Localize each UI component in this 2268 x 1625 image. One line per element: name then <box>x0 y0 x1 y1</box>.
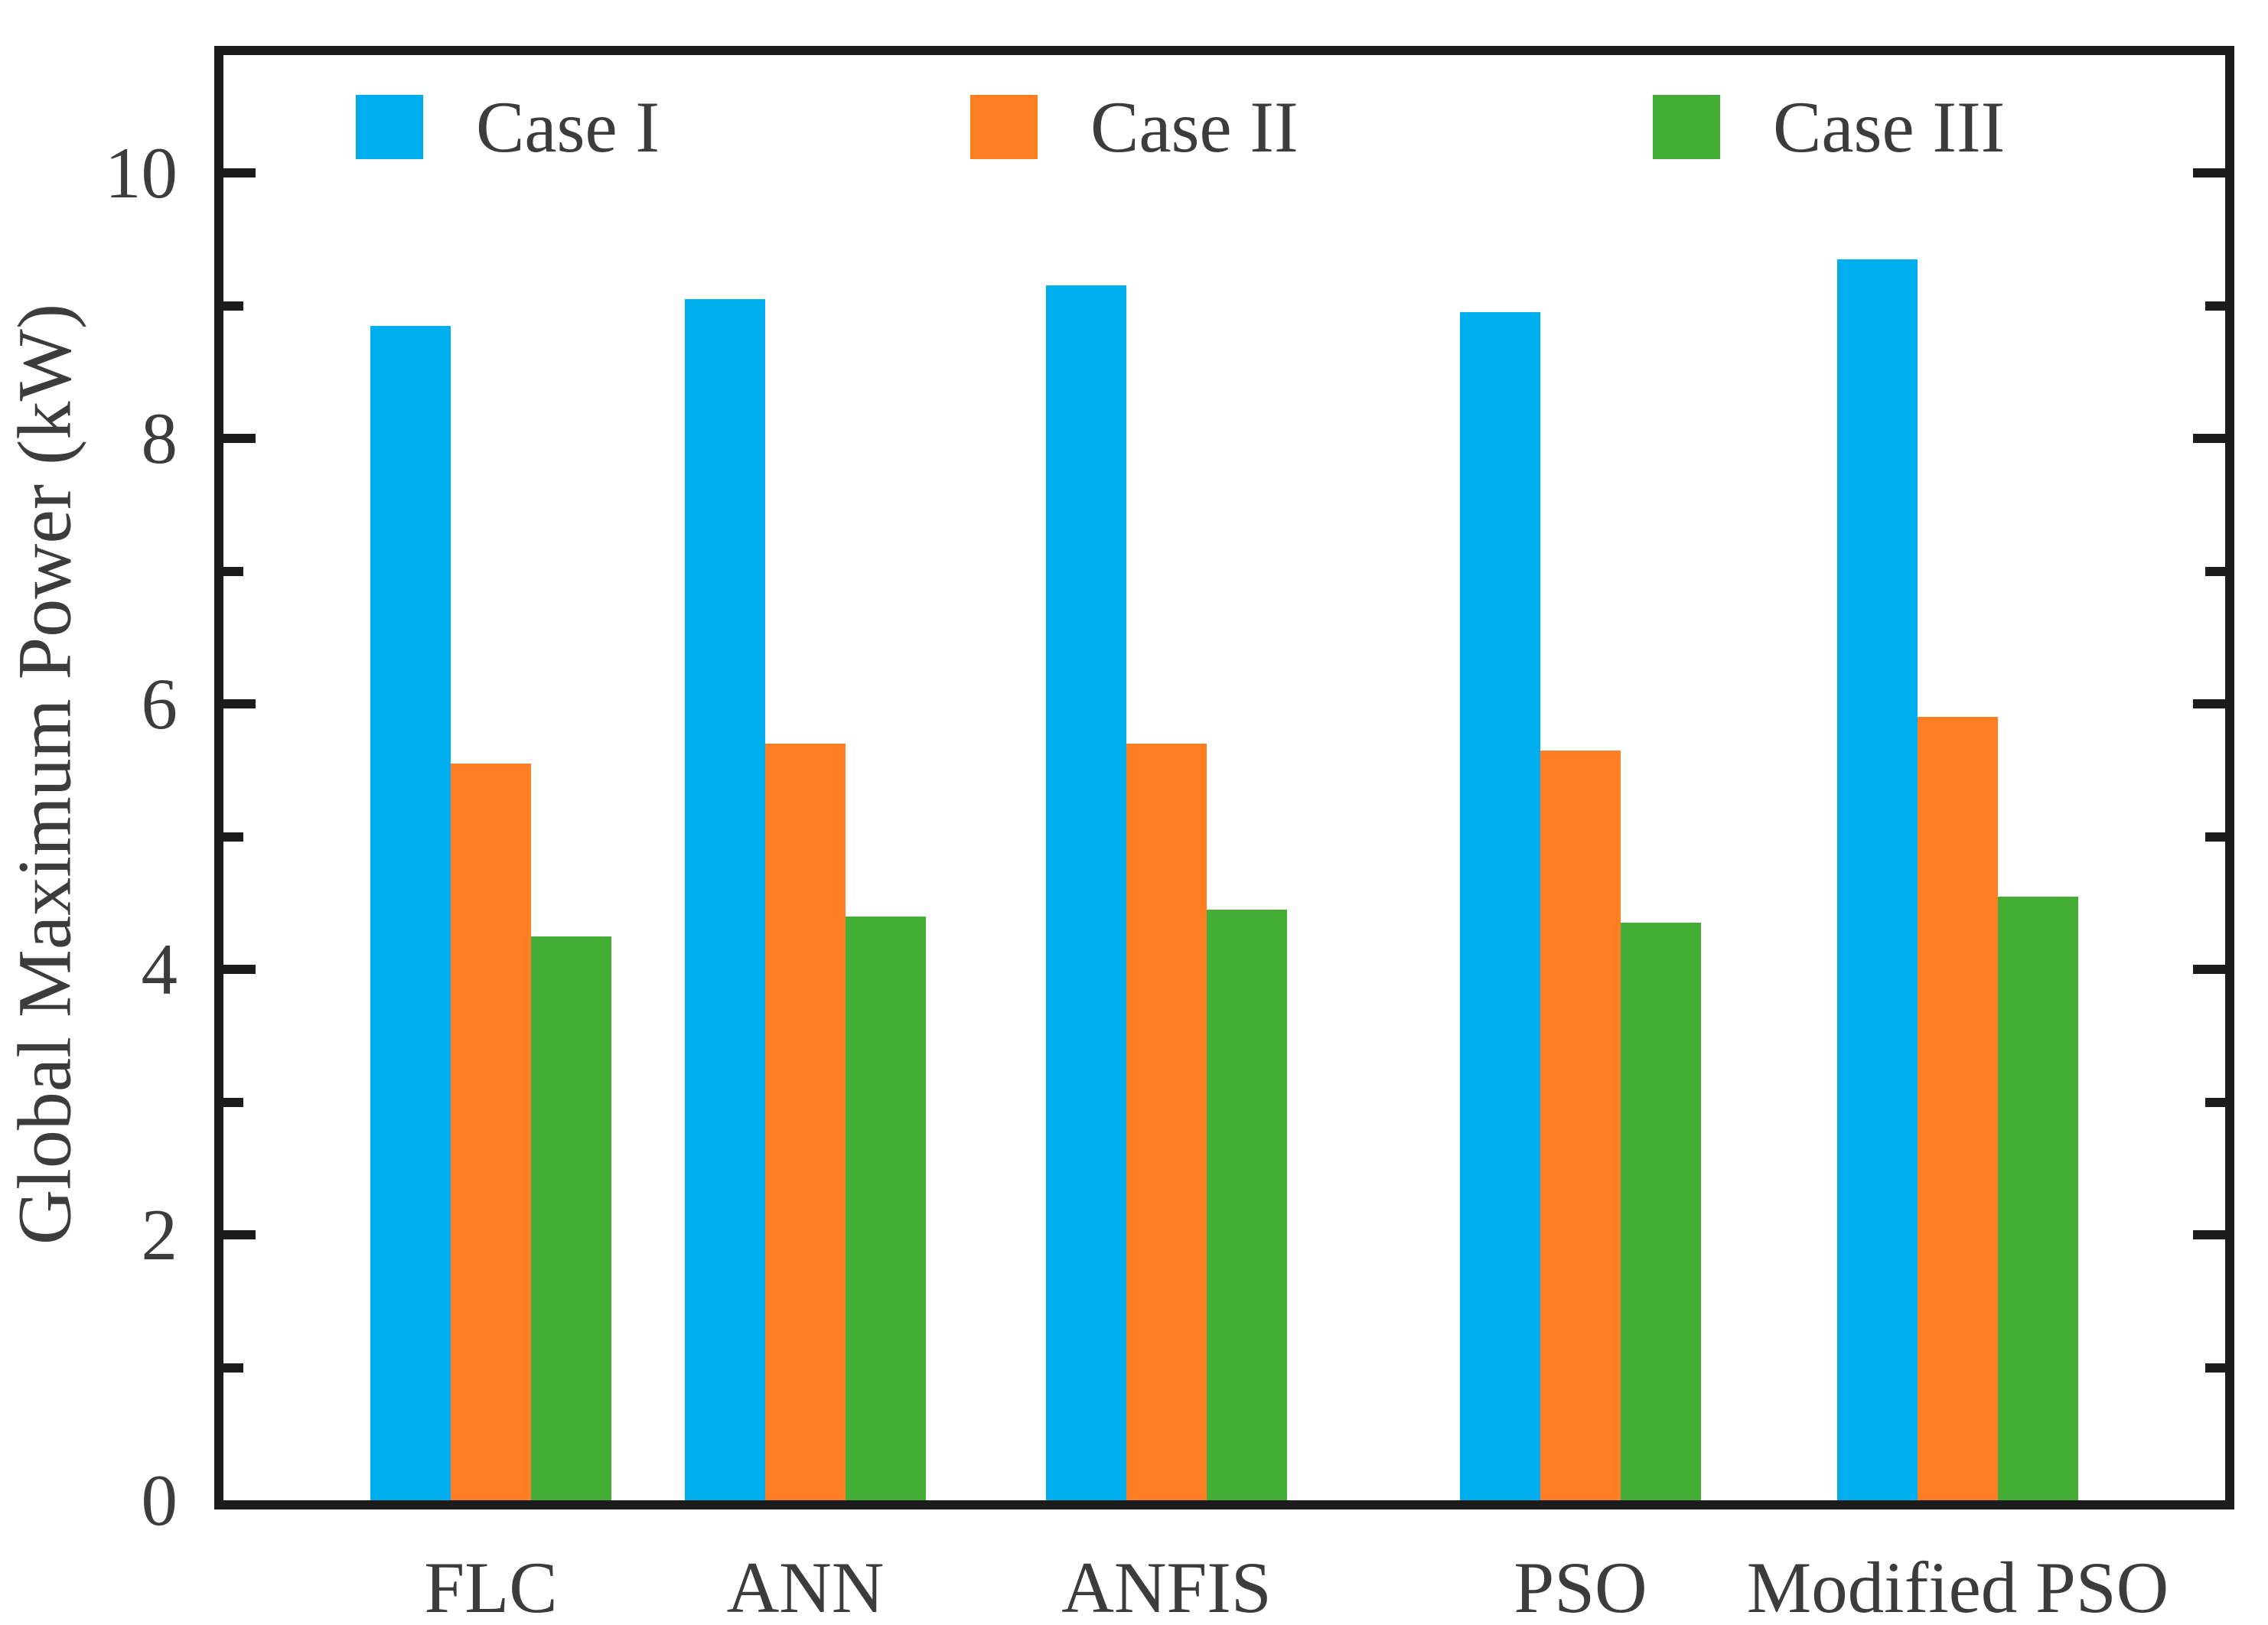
y-major-tick-right <box>2193 699 2225 708</box>
bar-case-i-flc <box>370 325 451 1500</box>
y-axis-label: Global Maximum Power (kW) <box>2 303 87 1246</box>
y-tick-label: 8 <box>141 398 178 479</box>
bar-case-ii-modified-pso <box>1918 717 1998 1500</box>
bar-case-i-anfis <box>1046 285 1126 1500</box>
bar-case-i-ann <box>685 298 765 1500</box>
y-minor-tick-left <box>223 301 243 311</box>
y-major-tick-left <box>223 965 256 974</box>
bar-case-ii-flc <box>451 764 531 1500</box>
y-minor-tick-right <box>2205 1363 2225 1373</box>
y-major-tick-right <box>2193 168 2225 177</box>
y-minor-tick-left <box>223 1097 243 1107</box>
legend-swatch-case-i <box>356 95 423 159</box>
bar-case-iii-anfis <box>1207 909 1287 1500</box>
y-major-tick-right <box>2193 434 2225 443</box>
y-minor-tick-right <box>2205 566 2225 576</box>
axis-right <box>2225 46 2234 1509</box>
legend-label: Case III <box>1773 86 2006 168</box>
x-category-label: Modified PSO <box>1746 1547 2169 1625</box>
legend-label: Case II <box>1090 86 1299 168</box>
y-minor-tick-right <box>2205 301 2225 311</box>
y-tick-label: 2 <box>141 1194 178 1275</box>
y-major-tick-left <box>223 168 256 177</box>
y-major-tick-left <box>223 434 256 443</box>
y-tick-label: 6 <box>141 663 178 744</box>
y-minor-tick-right <box>2205 1097 2225 1107</box>
y-tick-label: 10 <box>105 132 178 213</box>
bar-case-ii-pso <box>1540 750 1621 1500</box>
legend-swatch-case-iii <box>1653 95 1720 159</box>
axis-left <box>214 46 223 1509</box>
x-category-label: ANN <box>726 1547 885 1625</box>
bar-case-iii-ann <box>846 916 926 1500</box>
y-minor-tick-left <box>223 832 243 842</box>
y-major-tick-right <box>2193 1230 2225 1239</box>
x-category-label: ANFIS <box>1061 1547 1272 1625</box>
bar-case-ii-anfis <box>1126 744 1207 1500</box>
axis-top <box>214 46 2234 55</box>
y-tick-label: 0 <box>141 1460 178 1541</box>
y-minor-tick-left <box>223 566 243 576</box>
bar-case-i-modified-pso <box>1837 259 1918 1500</box>
axis-bottom <box>214 1500 2234 1509</box>
legend-swatch-case-ii <box>970 95 1038 159</box>
y-major-tick-left <box>223 1230 256 1239</box>
y-major-tick-left <box>223 699 256 708</box>
x-category-label: FLC <box>424 1547 558 1625</box>
bar-case-iii-modified-pso <box>1998 896 2078 1500</box>
bar-case-iii-flc <box>531 936 611 1500</box>
y-minor-tick-left <box>223 1363 243 1373</box>
y-major-tick-right <box>2193 965 2225 974</box>
bar-case-iii-pso <box>1621 923 1701 1500</box>
legend-label: Case I <box>476 86 660 168</box>
bar-case-ii-ann <box>765 744 846 1500</box>
y-tick-label: 4 <box>141 929 178 1010</box>
x-category-label: PSO <box>1514 1547 1647 1625</box>
bar-case-i-pso <box>1460 312 1540 1500</box>
y-minor-tick-right <box>2205 832 2225 842</box>
